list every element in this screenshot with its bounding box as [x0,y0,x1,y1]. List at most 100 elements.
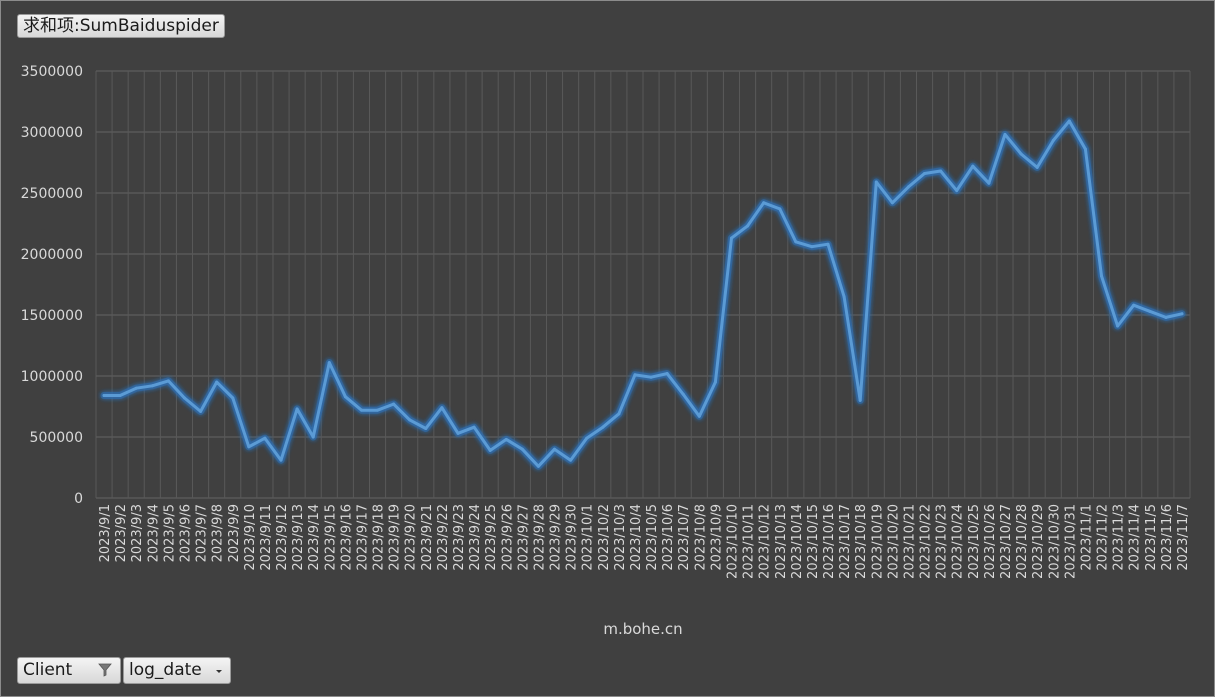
value-field-button[interactable]: 求和项:SumBaiduspider [17,14,225,38]
data-point [923,171,927,175]
x-tick-label: 2023/9/20 [404,504,419,571]
x-tick-label: 2023/10/4 [629,504,644,571]
data-point [713,380,717,384]
x-tick-label: 2023/10/28 [1015,504,1030,579]
x-tick-label: 2023/9/29 [549,504,564,571]
data-point [649,375,653,379]
data-point [408,418,412,422]
data-point [392,402,396,406]
x-tick-label: 2023/10/20 [886,504,901,579]
data-point [327,361,331,365]
data-point [231,396,235,400]
data-point [890,201,894,205]
x-tick-label: 2023/9/25 [484,504,499,571]
x-tick-label: 2023/10/2 [597,504,612,571]
x-tick-label: 2023/11/2 [1096,504,1111,571]
data-point [842,295,846,299]
data-point [874,180,878,184]
data-point [810,245,814,249]
data-point [1019,152,1023,156]
x-tick-label: 2023/10/29 [1031,504,1046,579]
data-point [520,447,524,451]
x-tick-label: 2023/11/3 [1112,504,1127,571]
data-point [906,185,910,189]
data-point [569,458,573,462]
y-tick-label: 3500000 [21,64,83,80]
data-point [1164,315,1168,319]
x-tick-label: 2023/10/27 [999,504,1014,579]
x-tick-label: 2023/9/30 [565,504,580,571]
x-axis: 2023/9/1 2023/9/2 2023/9/3 2023/9/4 2023/9/5… [98,504,1191,579]
x-tick-label: 2023/10/17 [838,504,853,579]
x-tick-label: 2023/10/19 [870,504,885,579]
x-tick-label: 2023/9/16 [339,504,354,571]
data-point [182,396,186,400]
data-point [199,409,203,413]
x-tick-label: 2023/9/15 [323,504,338,571]
data-point [1180,312,1184,316]
x-tick-label: 2023/9/5 [162,504,177,562]
x-tick-label: 2023/9/2 [114,504,129,562]
x-tick-label: 2023/10/31 [1063,504,1078,579]
data-point [1083,147,1087,151]
data-point [215,380,219,384]
y-tick-label: 1500000 [21,308,83,324]
data-point [1003,132,1007,136]
x-tick-label: 2023/9/27 [516,504,531,571]
client-field-label: Client [23,660,73,680]
data-point [504,437,508,441]
data-point [343,395,347,399]
x-tick-label: 2023/9/21 [420,504,435,571]
data-point [424,426,428,430]
x-tick-label: 2023/9/11 [259,504,274,571]
x-tick-label: 2023/9/17 [355,504,370,571]
log-date-field-button[interactable]: log_date [123,657,231,684]
data-point [488,448,492,452]
data-point [729,236,733,240]
data-point [102,394,106,398]
x-tick-label: 2023/10/1 [581,504,596,571]
x-tick-label: 2023/10/22 [919,504,934,579]
data-point [585,436,589,440]
x-tick-label: 2023/9/18 [372,504,387,571]
gridlines [95,70,1191,499]
data-point [601,425,605,429]
filter-icon[interactable] [96,660,114,680]
data-point [1035,165,1039,169]
data-point [681,392,685,396]
x-tick-label: 2023/10/25 [967,504,982,579]
x-tick-label: 2023/10/18 [854,504,869,579]
data-point [665,372,669,376]
x-tick-label: 2023/11/6 [1160,504,1175,571]
log-date-field-label: log_date [129,660,202,680]
client-field-button[interactable]: Client [17,657,121,684]
data-point [456,431,460,435]
x-tick-label: 2023/10/9 [709,504,724,571]
data-point [311,435,315,439]
x-tick-label: 2023/10/11 [742,504,757,579]
dropdown-arrow-icon[interactable] [214,661,224,681]
y-tick-label: 3000000 [21,125,83,141]
data-point [794,240,798,244]
data-point [858,398,862,402]
x-tick-label: 2023/10/14 [790,504,805,579]
data-point [1132,303,1136,307]
data-point [778,207,782,211]
x-tick-label: 2023/9/7 [195,504,210,562]
x-tick-label: 2023/9/12 [275,504,290,571]
y-tick-label: 0 [74,491,83,507]
x-tick-label: 2023/9/28 [532,504,547,571]
data-point [697,414,701,418]
x-tick-label: 2023/10/12 [758,504,773,579]
x-tick-label: 2023/10/6 [661,504,676,571]
series-group [100,117,1186,470]
data-point [1067,119,1071,123]
x-tick-label: 2023/10/16 [822,504,837,579]
data-point [971,164,975,168]
data-point [826,242,830,246]
data-point [617,412,621,416]
y-axis: 0 500000 1000000 1500000 2000000 2500000 30000… [21,64,83,507]
x-tick-label: 2023/9/14 [307,504,322,571]
y-tick-label: 1000000 [21,369,83,385]
data-point [762,201,766,205]
